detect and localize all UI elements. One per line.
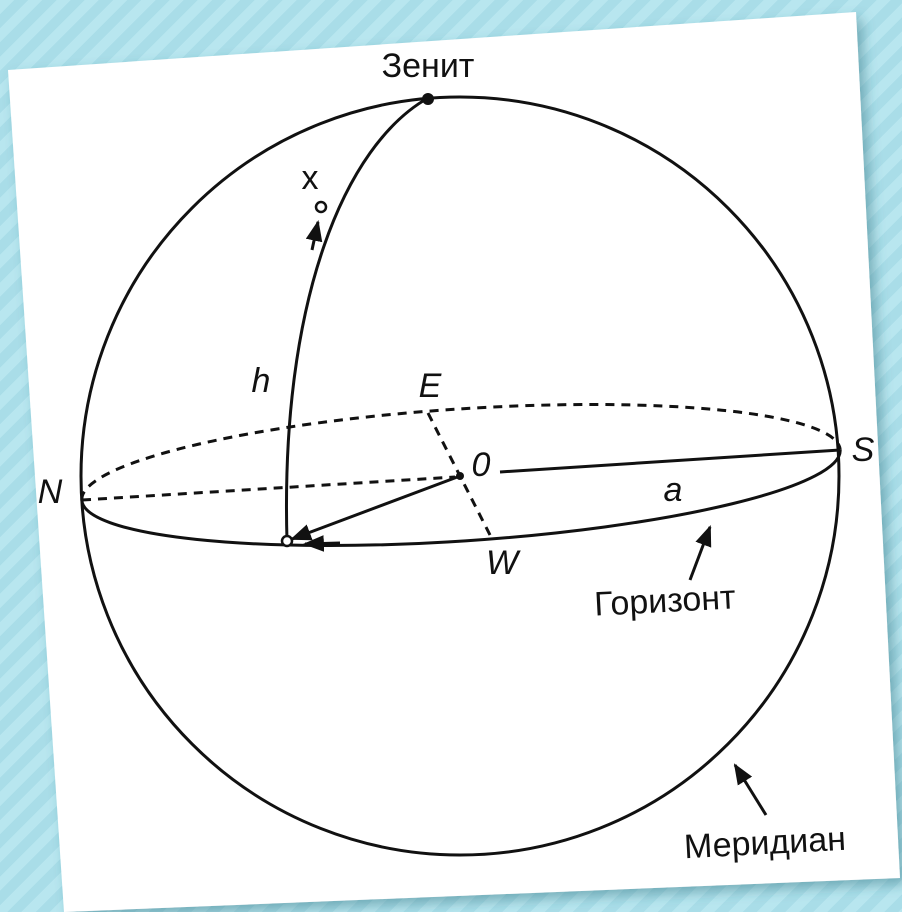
label: N (38, 473, 63, 511)
label: a (664, 471, 683, 509)
horizon-pointer (688, 525, 712, 581)
meridian-pointer (733, 763, 768, 816)
azimuth-vector (290, 474, 461, 541)
label: W (486, 544, 521, 582)
label: x (302, 159, 319, 197)
altitude-arc (284, 96, 429, 542)
label: h (252, 362, 271, 400)
center-point (456, 472, 464, 480)
zenith-point (422, 93, 434, 105)
horizon-arrow (302, 535, 341, 552)
label: Меридиан (683, 820, 847, 866)
label: 0 (472, 446, 491, 484)
meridian-circle (79, 95, 841, 857)
horizon-front (80, 449, 842, 547)
horizon-point (280, 534, 294, 548)
horizon (80, 403, 842, 547)
label: Зенит (382, 47, 475, 85)
north-line (81, 475, 456, 502)
label: E (419, 367, 442, 405)
arc-arrow (305, 219, 323, 251)
south-line (499, 448, 841, 474)
star-point (314, 200, 328, 214)
label: Горизонт (593, 578, 736, 623)
label: S (852, 431, 875, 469)
